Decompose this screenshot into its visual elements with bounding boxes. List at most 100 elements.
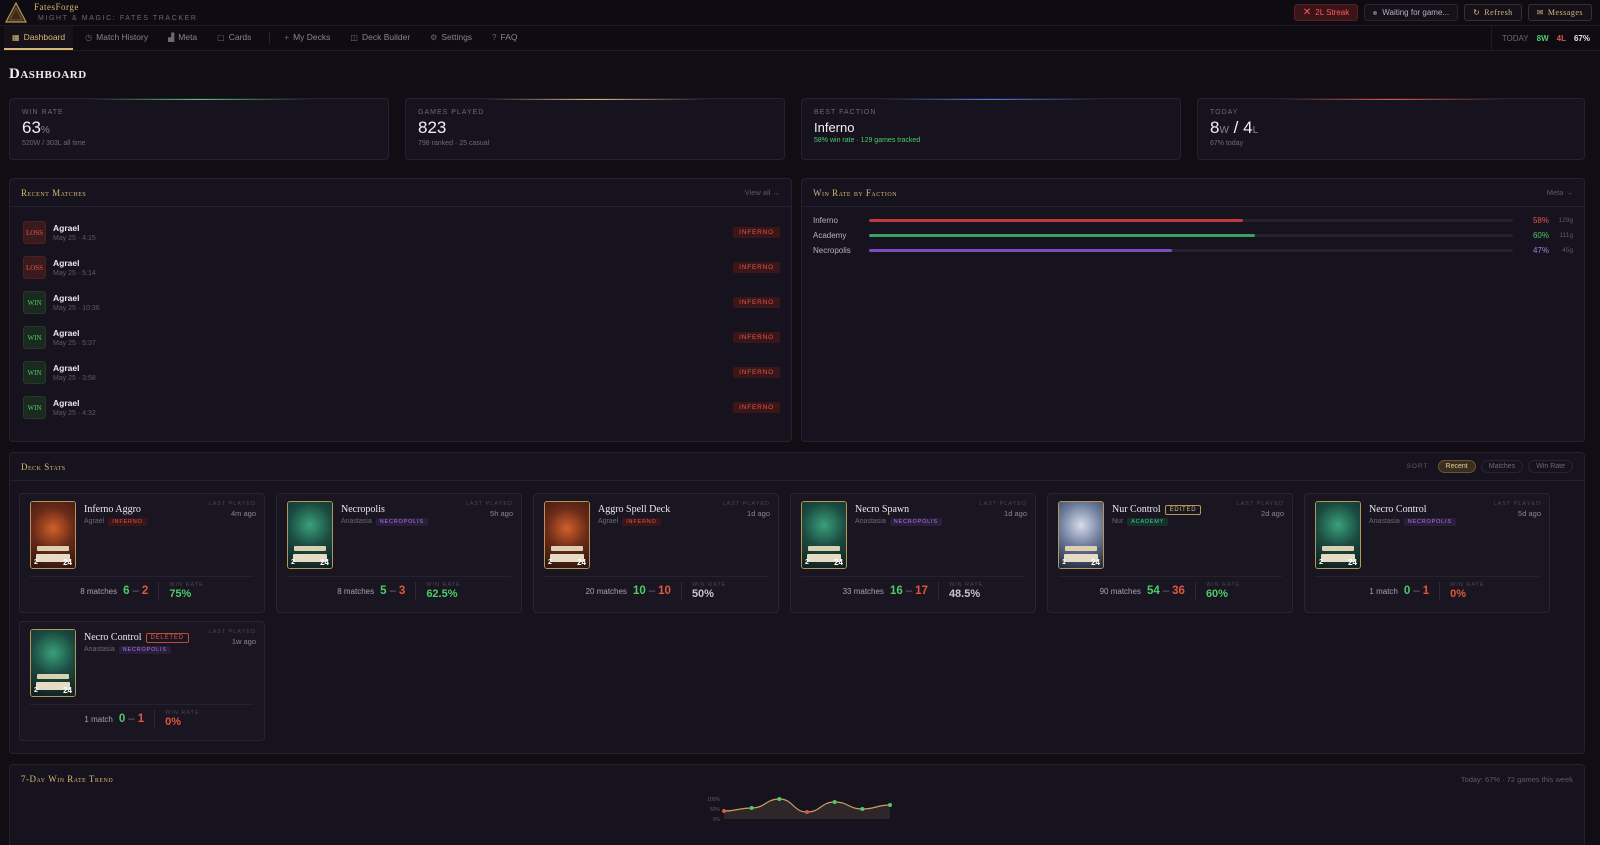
deck-hero-art: 2 24 xyxy=(30,501,76,569)
last-played-label: LAST PLAYED xyxy=(1493,501,1541,507)
meta-link[interactable]: Meta → xyxy=(1546,188,1573,197)
tab-cards[interactable]: ▢ Cards xyxy=(217,32,252,42)
stat-card-today: TODAY 8W / 4L 67% today xyxy=(1197,98,1585,160)
refresh-button[interactable]: ↻ Refresh xyxy=(1464,4,1522,21)
deck-card[interactable]: 2 24 Necro Control DELETED Anastasia NECROPOL… xyxy=(19,621,265,741)
chart-icon: ▟ xyxy=(168,32,175,42)
deck-name: Nur Control EDITED xyxy=(1112,504,1202,515)
match-date: May 25 · 4:32 xyxy=(53,410,96,417)
sort-matches-button[interactable]: Matches xyxy=(1480,460,1524,473)
plus-icon: + xyxy=(284,32,290,42)
trend-point xyxy=(860,807,865,811)
match-info: Agrael May 25 · 4:15 xyxy=(53,223,96,242)
match-row[interactable]: WIN Agrael May 25 · 3:58 INFERNO xyxy=(10,355,791,390)
deck-meta: Agrael INFERNO xyxy=(84,518,147,526)
faction-bar-track xyxy=(869,249,1513,252)
faction-bar-fill xyxy=(869,249,1172,252)
last-played-value: 5d ago xyxy=(1518,509,1541,518)
deck-record: 1 match 0–1 WIN RATE 0% xyxy=(20,710,264,728)
result-badge: LOSS xyxy=(23,256,46,279)
deck-win-rate: WIN RATE 62.5% xyxy=(426,582,461,600)
match-row[interactable]: LOSS Agrael May 25 · 4:15 INFERNO xyxy=(10,215,791,250)
deck-matches: 1 match xyxy=(84,714,113,724)
faction-title: Win Rate by Faction xyxy=(813,187,898,198)
deck-card[interactable]: 2 24 Necro Control Anastasia NECROPOLIS LAST … xyxy=(1304,493,1550,613)
view-all-link[interactable]: View all → xyxy=(744,188,780,197)
refresh-icon: ↻ xyxy=(1473,8,1481,17)
trend-y-tick: 0% xyxy=(713,817,721,823)
faction-row: Necropolis 47% 45g xyxy=(802,243,1584,258)
tab-my-decks[interactable]: + My Decks xyxy=(284,32,331,42)
app-name: FatesForge xyxy=(34,2,79,12)
deck-win-rate: WIN RATE 75% xyxy=(169,582,204,600)
stat-accent xyxy=(85,99,313,100)
trend-point xyxy=(832,800,837,804)
deck-meta: Agrael INFERNO xyxy=(598,518,661,526)
card-cost: 2 xyxy=(1319,559,1323,566)
deck-faction-tag: NECROPOLIS xyxy=(889,518,942,526)
messages-button[interactable]: ✉ Messages xyxy=(1527,4,1592,21)
deck-meta: Anastasia NECROPOLIS xyxy=(341,518,428,526)
match-row[interactable]: LOSS Agrael May 25 · 5:14 INFERNO xyxy=(10,250,791,285)
deck-score: 10–10 xyxy=(632,585,671,597)
streak-badge: ✕ 2L Streak xyxy=(1293,4,1359,21)
deck-card[interactable]: 2 24 Inferno Aggro Agrael INFERNO LAST PLAYED… xyxy=(19,493,265,613)
match-row[interactable]: WIN Agrael May 25 · 5:37 INFERNO xyxy=(10,320,791,355)
card-power: 24 xyxy=(1091,558,1100,567)
deck-meta: Nur ACADEMY xyxy=(1112,518,1169,526)
tab-faq[interactable]: ? FAQ xyxy=(492,32,518,42)
last-played-value: 4m ago xyxy=(230,509,256,518)
app-logo xyxy=(5,1,27,23)
deck-record: 8 matches 5–3 WIN RATE 62.5% xyxy=(277,582,521,600)
close-icon: ✕ xyxy=(1302,7,1312,18)
deck-card[interactable]: 1 24 Nur Control EDITED Nur ACADEMY LAST PLAYE… xyxy=(1047,493,1293,613)
deck-matches: 33 matches xyxy=(842,586,884,596)
deck-hero: Anastasia xyxy=(341,518,372,525)
match-info: Agrael May 25 · 10:36 xyxy=(53,293,100,312)
faction-panel: Win Rate by Faction Meta → Inferno 58% 129… xyxy=(801,178,1585,442)
deck-record: 33 matches 16–17 WIN RATE 48.5% xyxy=(791,582,1035,600)
deck-stats-panel: Deck Stats SORT Recent Matches Win Rate … xyxy=(9,452,1585,754)
tab-deck-builder[interactable]: ◫ Deck Builder xyxy=(350,32,411,42)
deck-record: 1 match 0–1 WIN RATE 0% xyxy=(1305,582,1549,600)
trend-point xyxy=(805,810,809,814)
faction-games: 111g xyxy=(1559,232,1574,239)
deck-win-rate-value: 0% xyxy=(1450,588,1466,600)
grid-icon: ▦ xyxy=(12,32,20,42)
faction-bar-fill xyxy=(869,219,1243,222)
builder-icon: ◫ xyxy=(350,32,358,42)
deck-hero: Anastasia xyxy=(84,646,115,653)
deck-hero-art: 2 24 xyxy=(30,629,76,697)
deck-score: 0–1 xyxy=(118,713,145,725)
deck-wins: 5 xyxy=(380,585,387,597)
deck-card[interactable]: 2 24 Necro Spawn Anastasia NECROPOLIS LAST PL… xyxy=(790,493,1036,613)
match-row[interactable]: WIN Agrael May 25 · 10:36 INFERNO xyxy=(10,285,791,320)
tab-meta[interactable]: ▟ Meta xyxy=(168,32,198,42)
help-icon: ? xyxy=(492,32,497,42)
deck-stats-title: Deck Stats xyxy=(21,461,66,472)
deck-win-rate: WIN RATE 50% xyxy=(691,582,727,600)
deck-record: 90 matches 54–36 WIN RATE 60% xyxy=(1048,582,1292,600)
cards-icon: ▢ xyxy=(217,32,225,42)
deck-score: 54–36 xyxy=(1146,585,1185,597)
sort-win-rate-button[interactable]: Win Rate xyxy=(1528,460,1573,473)
faction-tag: INFERNO xyxy=(733,332,780,343)
last-played-value: 1d ago xyxy=(1004,509,1027,518)
last-played-label: LAST PLAYED xyxy=(465,501,513,507)
result-badge: LOSS xyxy=(23,221,46,244)
deck-card[interactable]: 2 24 Aggro Spell Deck Agrael INFERNO LAST PLA… xyxy=(533,493,779,613)
match-row[interactable]: WIN Agrael May 25 · 4:32 INFERNO xyxy=(10,390,791,425)
tab-dashboard[interactable]: ▦ Dashboard xyxy=(4,26,74,50)
deck-faction-tag: NECROPOLIS xyxy=(375,518,428,526)
deck-card[interactable]: 2 24 Necropolis Anastasia NECROPOLIS LAST PLA… xyxy=(276,493,522,613)
tab-match-history[interactable]: ◷ Match History xyxy=(85,32,149,42)
deck-win-rate-value: 48.5% xyxy=(948,588,981,600)
deck-hero: Agrael xyxy=(598,518,619,525)
faction-list: Inferno 58% 129g Academy 60% 111g Necropolis 47… xyxy=(802,207,1584,258)
card-cost: 2 xyxy=(34,687,38,694)
faction-row: Academy 60% 111g xyxy=(802,228,1584,243)
opponent-name: Agrael xyxy=(53,328,80,338)
tab-settings[interactable]: ⚙ Settings xyxy=(430,32,473,42)
card-cost: 2 xyxy=(805,559,809,566)
sort-recent-button[interactable]: Recent xyxy=(1437,460,1476,473)
